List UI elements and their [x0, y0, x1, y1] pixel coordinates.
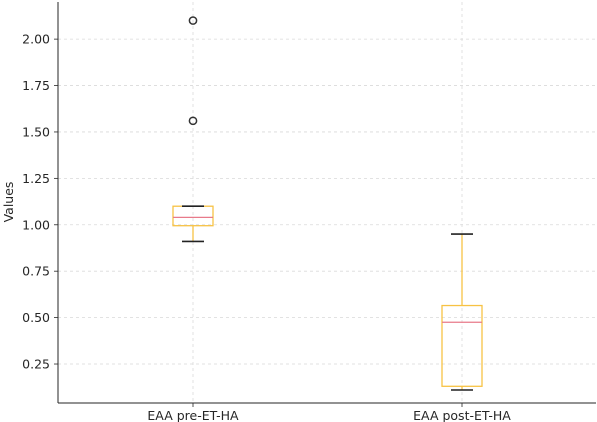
y-tick-label: 1.00 [22, 217, 50, 232]
x-tick-label: EAA post-ET-HA [413, 408, 511, 422]
box-iqr [172, 205, 214, 227]
grid-layer [58, 2, 596, 403]
box-iqr [441, 304, 483, 387]
x-tick-label: EAA pre-ET-HA [147, 408, 239, 422]
box-group [441, 233, 483, 391]
box-layer [172, 16, 483, 391]
outlier-point [188, 16, 198, 25]
y-tick-label: 0.25 [22, 357, 50, 372]
y-tick-label: 2.00 [22, 32, 50, 47]
y-tick-label: 1.75 [22, 78, 50, 93]
outlier-point [188, 116, 198, 126]
y-tick-label: 0.75 [22, 264, 50, 279]
y-tick-label: 1.50 [22, 124, 50, 139]
y-axis-label: Values [1, 182, 16, 223]
box-group [172, 16, 214, 243]
axis-layer: 0.25 0.50 0.75 1.00 1.25 1.50 1.75 2.00 EAA pre-… [22, 2, 596, 422]
y-tick-label: 1.25 [22, 171, 50, 186]
y-tick-label: 0.50 [22, 310, 50, 325]
